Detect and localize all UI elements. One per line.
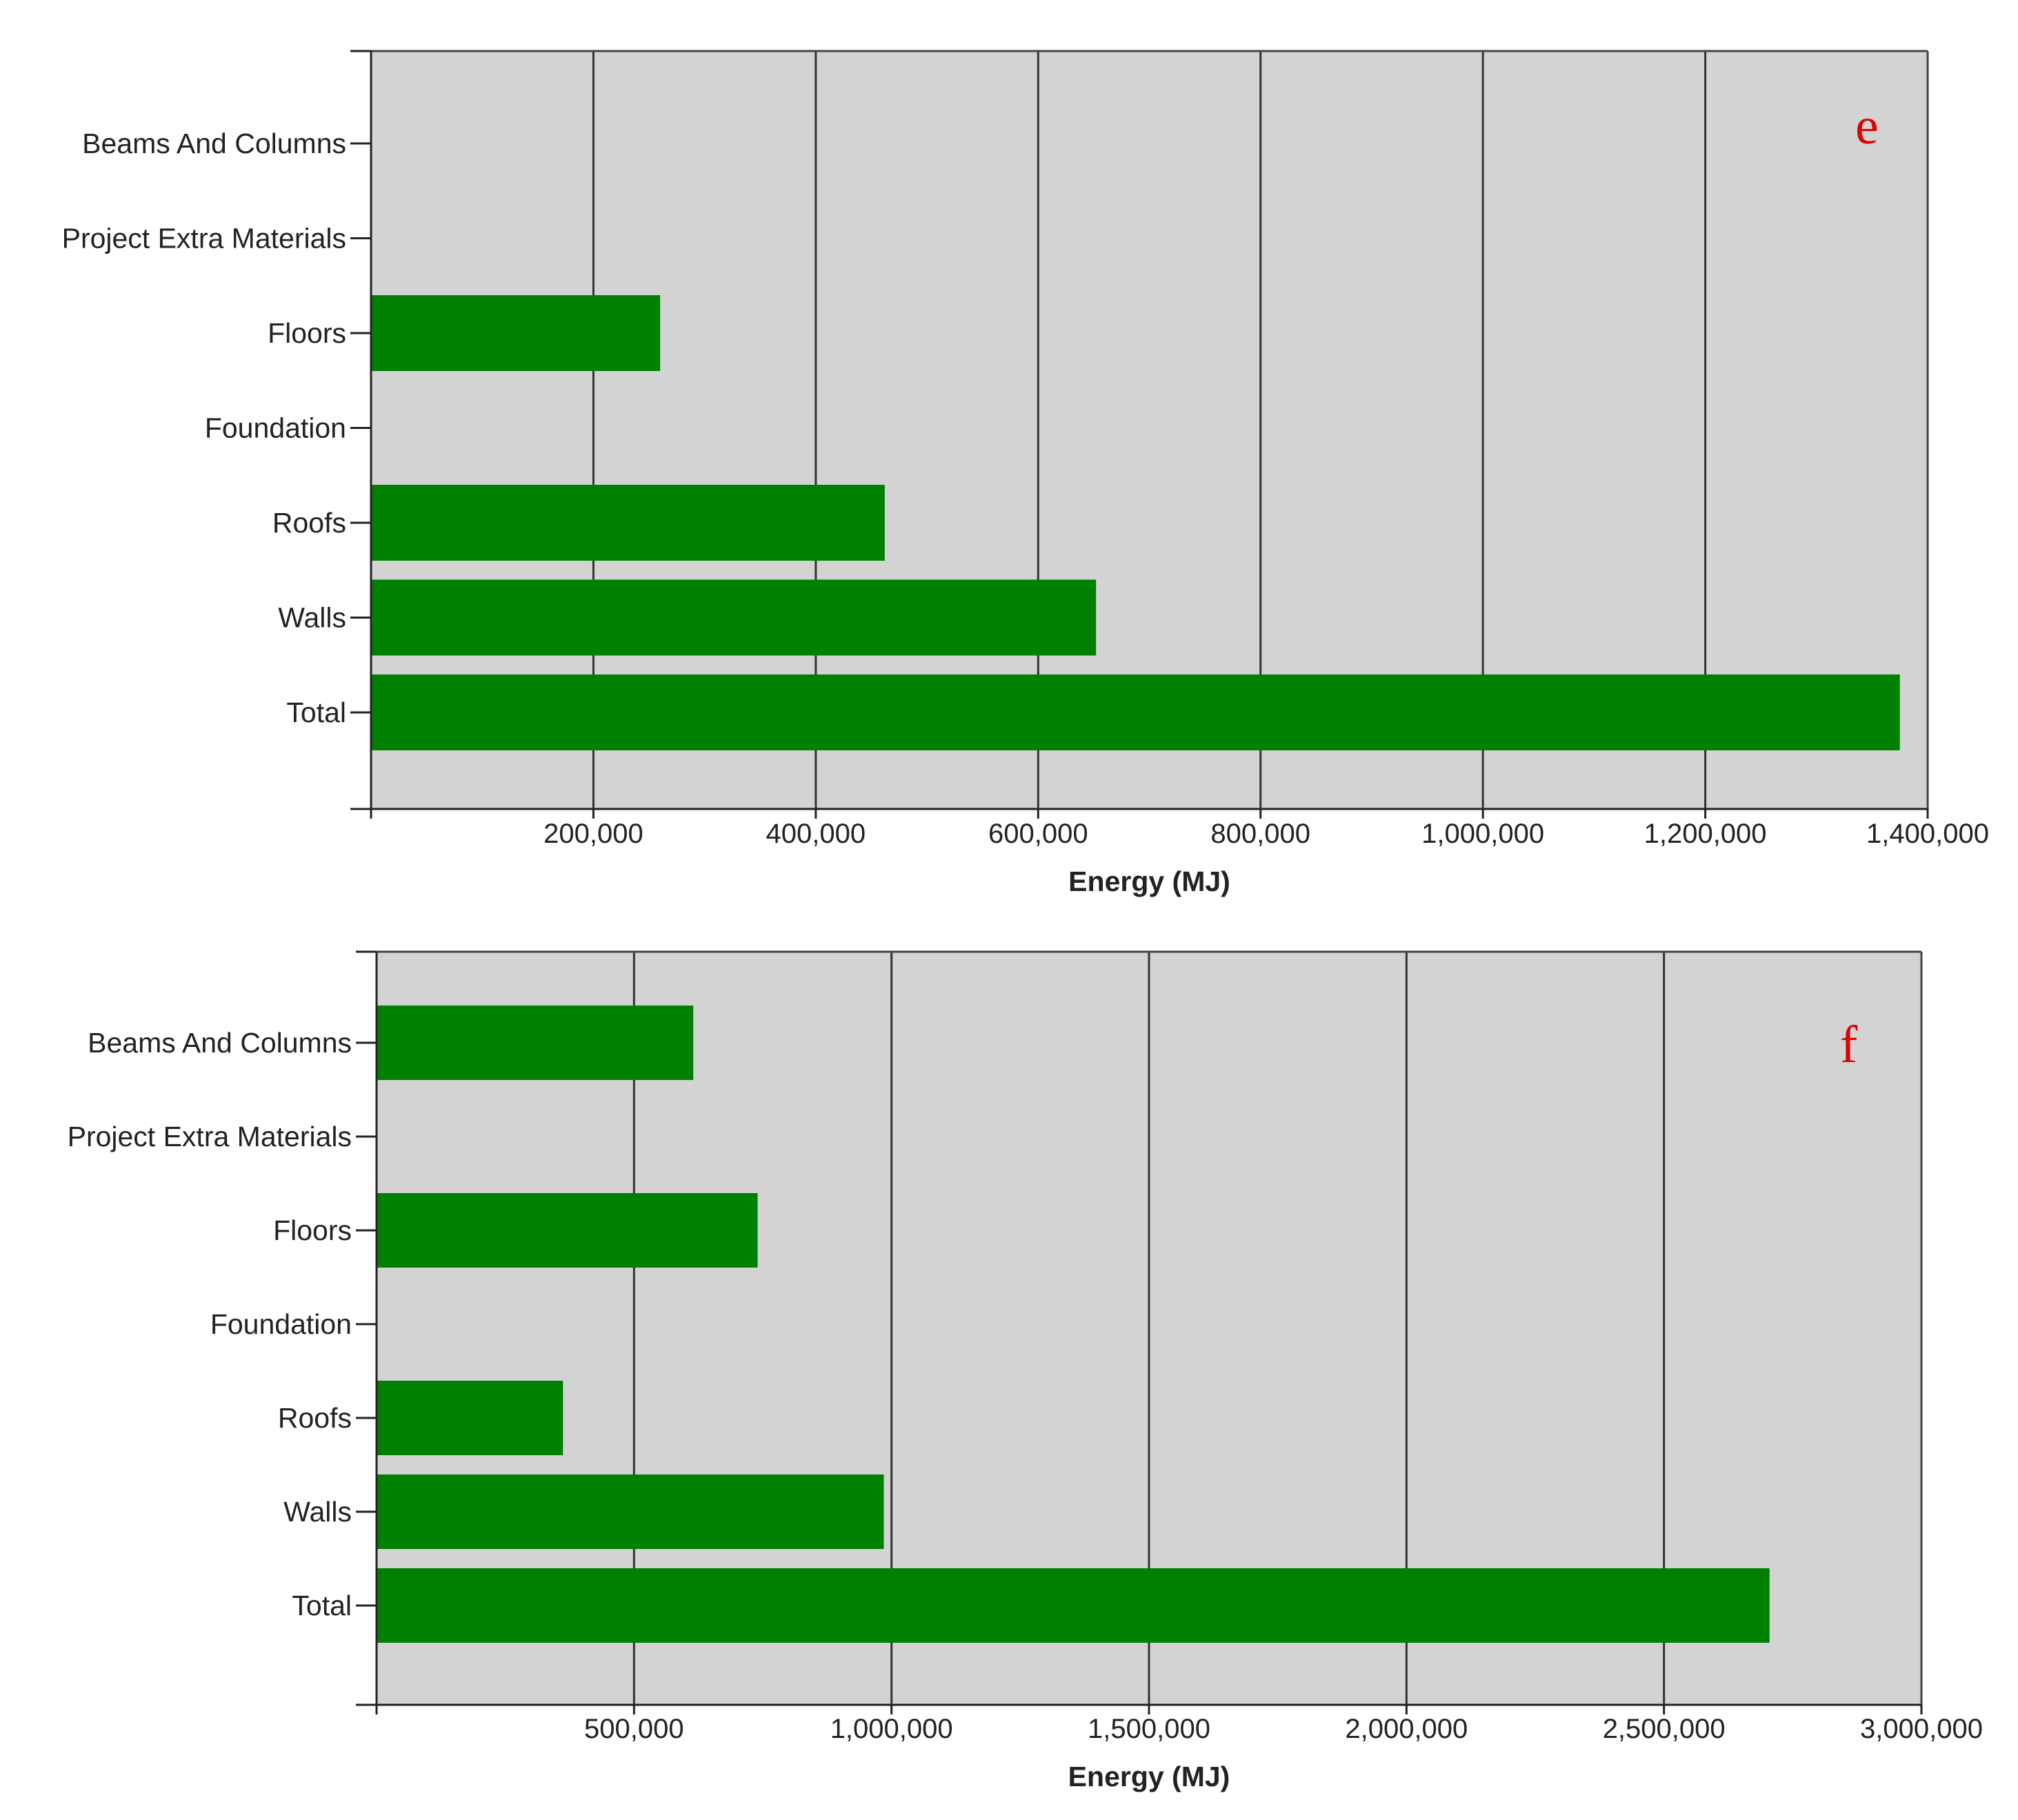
category-label: Floors: [273, 1214, 352, 1246]
x-tick-label: 500,000: [584, 1714, 684, 1744]
bar-floors: [377, 1193, 758, 1268]
x-tick-label: 3,000,000: [1860, 1714, 1983, 1744]
x-axis-title: Energy (MJ): [1068, 1761, 1230, 1792]
bar-roofs: [371, 485, 885, 561]
bar-floors: [371, 295, 661, 371]
category-label: Total: [292, 1590, 352, 1621]
chart-panel-f: Beams And Columns Project Extra Materials…: [68, 950, 1983, 1792]
bar-walls: [371, 579, 1097, 656]
x-tick-label: 1,000,000: [1421, 819, 1544, 849]
x-tick-label: 1,500,000: [1088, 1714, 1210, 1744]
category-label: Roofs: [278, 1402, 352, 1434]
category-label: Foundation: [210, 1308, 352, 1340]
x-tick-label: 2,000,000: [1345, 1714, 1468, 1744]
x-tick-label: 2,500,000: [1603, 1714, 1726, 1744]
category-label: Roofs: [272, 507, 346, 539]
category-label: Floors: [268, 317, 346, 349]
bar-total: [371, 674, 1900, 750]
category-label: Beams And Columns: [88, 1027, 352, 1059]
category-label: Walls: [278, 602, 346, 634]
bar-beams-and-columns: [377, 1006, 694, 1080]
category-label: Foundation: [205, 412, 346, 444]
chart-panel-e: Beams And Columns Project Extra Materials…: [62, 50, 1989, 897]
x-tick-label: 400,000: [766, 819, 866, 849]
x-axis-title: Energy (MJ): [1068, 866, 1230, 897]
category-label: Beams And Columns: [82, 128, 346, 159]
category-label: Walls: [283, 1496, 352, 1528]
x-tick-label: 1,200,000: [1644, 819, 1767, 849]
category-label: Total: [286, 697, 346, 728]
x-tick-label: 800,000: [1210, 819, 1310, 849]
panel-label: e: [1855, 97, 1879, 155]
category-label: Project Extra Materials: [68, 1121, 352, 1152]
x-tick-label: 600,000: [988, 819, 1088, 849]
x-tick-label: 200,000: [543, 819, 643, 849]
x-tick-label: 1,000,000: [830, 1714, 953, 1744]
bar-roofs: [377, 1381, 563, 1455]
panel-label: f: [1840, 1016, 1858, 1074]
category-label: Project Extra Materials: [62, 223, 346, 254]
bar-total: [377, 1568, 1770, 1643]
bar-walls: [377, 1474, 884, 1549]
x-tick-label: 1,400,000: [1866, 819, 1989, 849]
